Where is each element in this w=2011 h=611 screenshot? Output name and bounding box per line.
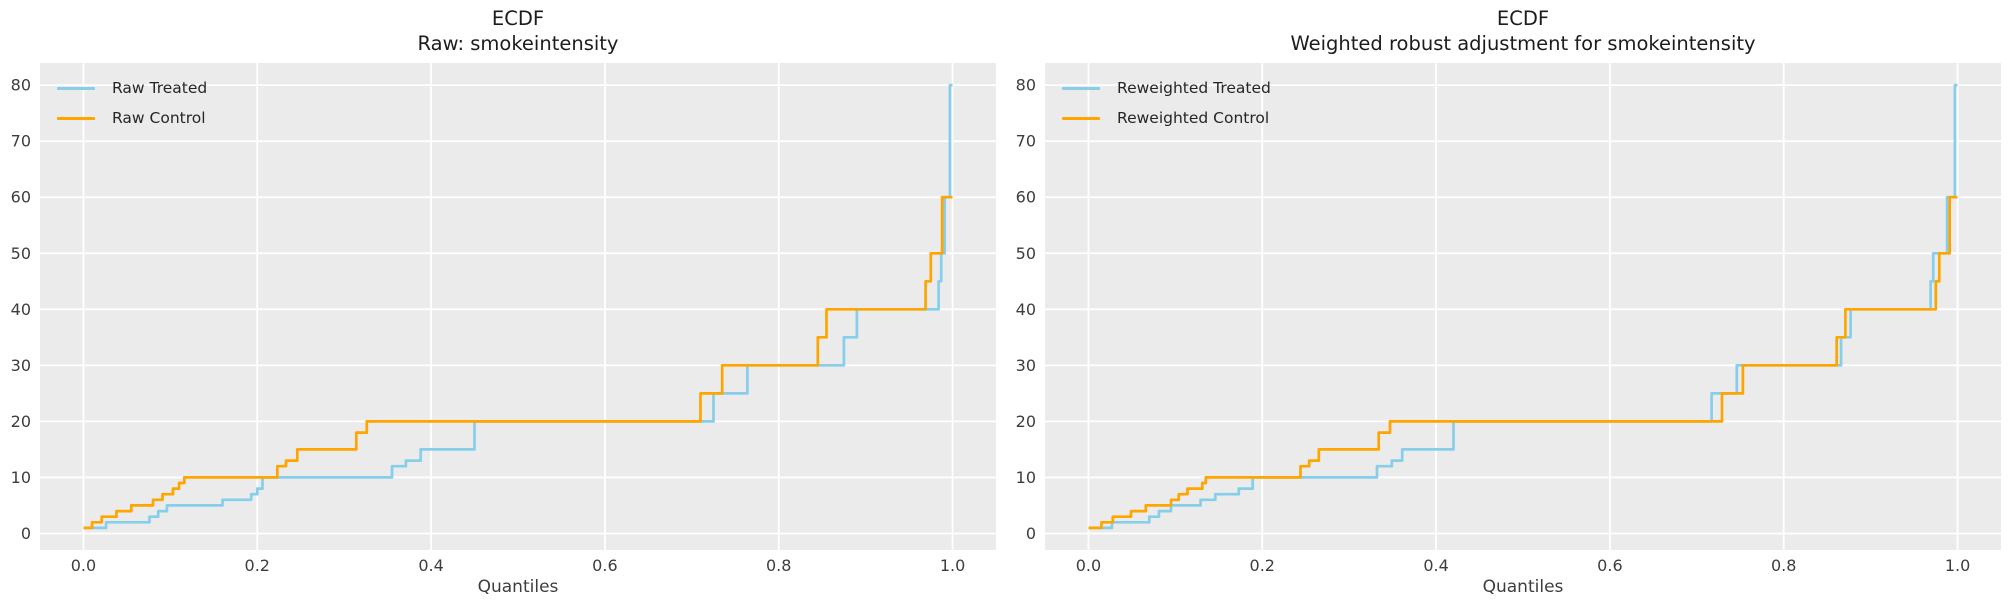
y-tick-label: 0 — [21, 524, 31, 543]
plot-area-raw: 0.0 0.2 0.4 0.6 0.8 1.0 0 10 20 30 40 50 60 70 80 — [11, 63, 996, 575]
chart-raw-smokeintensity: 0.0 0.2 0.4 0.6 0.8 1.0 0 10 20 30 40 50 60 70 80 ECDF… — [0, 0, 1005, 611]
y-tick-label: 40 — [1016, 300, 1036, 319]
series-line-reweighted-control — [1088, 195, 1958, 530]
legend-item-reweighted-treated: Reweighted Treated — [1062, 73, 1271, 103]
chart-title-line1: ECDF — [491, 7, 545, 30]
y-tick-label: 10 — [1016, 468, 1036, 487]
plot-background — [40, 63, 996, 550]
series-line-raw-treated — [83, 83, 953, 530]
x-axis-label-raw: Quantiles — [477, 577, 559, 597]
y-tick-label: 40 — [11, 300, 31, 319]
x-tick-label: 0.4 — [418, 556, 443, 575]
y-tick-label: 20 — [11, 412, 31, 431]
y-tick-label: 80 — [1016, 76, 1036, 95]
y-tick-label: 20 — [1016, 412, 1036, 431]
chart-title-weighted: ECDF Weighted robust adjustment for smok… — [1045, 6, 2001, 56]
legend-label-reweighted-treated: Reweighted Treated — [1117, 79, 1271, 97]
chart-title-line1: ECDF — [1496, 7, 1550, 30]
legend-item-reweighted-control: Reweighted Control — [1062, 103, 1271, 133]
y-tick-label: 10 — [11, 468, 31, 487]
x-tick-label: 0.6 — [592, 556, 617, 575]
x-tick-label: 0.4 — [1423, 556, 1448, 575]
chart-title-line2: Weighted robust adjustment for smokeinte… — [1290, 32, 1756, 55]
legend-label-reweighted-control: Reweighted Control — [1117, 109, 1270, 127]
legend-item-raw-control: Raw Control — [57, 103, 207, 133]
y-tick-label: 70 — [1016, 132, 1036, 151]
legend-weighted: Reweighted Treated Reweighted Control — [1062, 73, 1271, 133]
chart-title-line2: Raw: smokeintensity — [417, 32, 619, 55]
series-line-raw-control — [83, 195, 953, 530]
y-tick-label: 50 — [11, 244, 31, 263]
x-tick-label: 0.8 — [1771, 556, 1796, 575]
y-tick-label: 0 — [1026, 524, 1036, 543]
chart-weighted-smokeintensity: 0.0 0.2 0.4 0.6 0.8 1.0 0 10 20 30 40 50 60 70 80 ECDF… — [1005, 0, 2011, 611]
x-tick-label: 0.2 — [1250, 556, 1275, 575]
y-tick-label: 60 — [11, 188, 31, 207]
y-tick-label: 30 — [11, 356, 31, 375]
legend-line-swatch-treated — [57, 86, 95, 90]
y-tick-label: 60 — [1016, 188, 1036, 207]
x-tick-label: 0.8 — [766, 556, 791, 575]
x-tick-label: 1.0 — [1945, 556, 1970, 575]
chart-title-raw: ECDF Raw: smokeintensity — [40, 6, 996, 56]
y-tick-label: 50 — [1016, 244, 1036, 263]
series-line-reweighted-treated — [1088, 83, 1958, 530]
y-tick-label: 30 — [1016, 356, 1036, 375]
legend-line-swatch-treated — [1062, 86, 1100, 90]
x-tick-label: 0.0 — [1076, 556, 1101, 575]
x-axis-label-weighted: Quantiles — [1482, 577, 1564, 597]
y-tick-label: 80 — [11, 76, 31, 95]
legend-line-swatch-control — [1062, 116, 1100, 120]
y-tick-label: 70 — [11, 132, 31, 151]
x-tick-label: 0.2 — [245, 556, 270, 575]
legend-raw: Raw Treated Raw Control — [57, 73, 207, 133]
legend-label-raw-control: Raw Control — [112, 109, 206, 127]
legend-item-raw-treated: Raw Treated — [57, 73, 207, 103]
plot-area-weighted: 0.0 0.2 0.4 0.6 0.8 1.0 0 10 20 30 40 50 60 70 80 — [1016, 63, 2001, 575]
legend-line-swatch-control — [57, 116, 95, 120]
x-tick-label: 0.6 — [1597, 556, 1622, 575]
x-tick-label: 0.0 — [71, 556, 96, 575]
plot-background — [1045, 63, 2001, 550]
x-tick-label: 1.0 — [940, 556, 965, 575]
legend-label-raw-treated: Raw Treated — [112, 79, 208, 97]
